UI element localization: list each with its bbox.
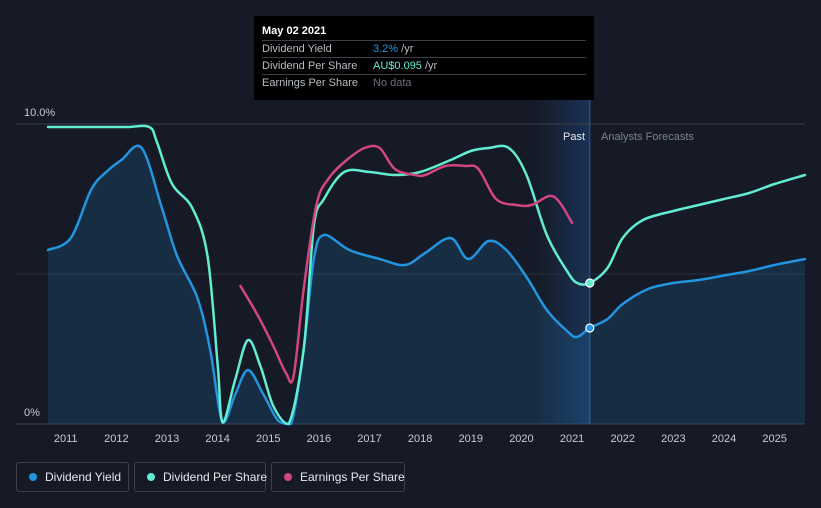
legend-item-dividend-per-share[interactable]: Dividend Per Share (134, 462, 268, 492)
tooltip-value: No data (373, 77, 412, 89)
x-tick-label: 2020 (509, 433, 533, 445)
x-tick-label: 2017 (357, 433, 381, 445)
x-tick-label: 2011 (54, 433, 78, 445)
dividend-per-share-marker[interactable] (585, 278, 595, 288)
tooltip: May 02 2021 Dividend Yield 3.2% /yr Divi… (254, 16, 594, 100)
earnings-per-share-line (239, 144, 574, 384)
x-tick-label: 2025 (762, 433, 786, 445)
x-tick-label: 2012 (104, 433, 128, 445)
x-tick-label: 2022 (610, 433, 634, 445)
tooltip-unit: /yr (398, 43, 414, 55)
tooltip-row-dividend-yield: Dividend Yield 3.2% /yr (262, 40, 586, 57)
x-tick-label: 2018 (408, 433, 432, 445)
legend-dot-icon (147, 473, 155, 481)
legend-item-earnings-per-share[interactable]: Earnings Per Share (271, 462, 405, 492)
dividend-yield-line (46, 144, 807, 426)
x-tick-label: 2013 (155, 433, 179, 445)
legend-label: Earnings Per Share (300, 470, 405, 484)
dividend-yield-area (48, 145, 805, 424)
legend-label: Dividend Yield (45, 470, 122, 484)
tooltip-unit: /yr (421, 60, 438, 72)
tooltip-label: Earnings Per Share (262, 77, 358, 89)
legend-item-dividend-yield[interactable]: Dividend Yield (16, 462, 129, 492)
past-band (538, 98, 590, 424)
x-tick-label: 2024 (712, 433, 736, 445)
tooltip-row-dividend-per-share: Dividend Per Share AU$0.095 /yr (262, 57, 586, 74)
x-tick-label: 2014 (205, 433, 229, 445)
legend-dot-icon (29, 473, 37, 481)
legend-dot-icon (284, 473, 292, 481)
y-tick-label-top: 10.0% (24, 107, 55, 119)
x-tick-label: 2019 (459, 433, 483, 445)
tooltip-date: May 02 2021 (262, 25, 327, 37)
dividend-per-share-line (46, 124, 807, 426)
tooltip-label: Dividend Yield (262, 43, 332, 55)
x-tick-label: 2016 (307, 433, 331, 445)
tooltip-value: 3.2% (373, 43, 399, 55)
y-tick-label-bottom: 0% (24, 407, 40, 419)
x-tick-label: 2015 (256, 433, 280, 445)
tooltip-label: Dividend Per Share (262, 60, 358, 72)
past-label: Past (563, 131, 585, 143)
x-tick-label: 2021 (560, 433, 584, 445)
analysts-forecasts-label: Analysts Forecasts (601, 131, 694, 143)
dividend-yield-marker[interactable] (585, 323, 595, 333)
tooltip-row-earnings-per-share: Earnings Per Share No data (262, 74, 586, 91)
legend-label: Dividend Per Share (163, 470, 268, 484)
tooltip-value: AU$0.095 (373, 60, 422, 72)
x-tick-label: 2023 (661, 433, 685, 445)
